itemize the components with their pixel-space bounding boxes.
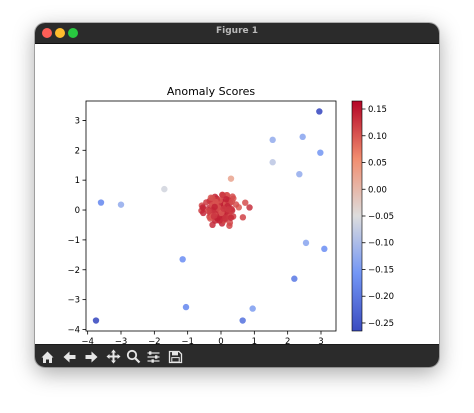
inlier-point bbox=[225, 206, 232, 213]
colorbar-tick-label: 0.05 bbox=[368, 159, 387, 169]
forward-button[interactable] bbox=[81, 347, 101, 366]
pan-button[interactable] bbox=[103, 347, 123, 366]
y-tick-label: −2 bbox=[67, 266, 80, 276]
back-arrow-icon bbox=[63, 351, 75, 362]
inlier-point bbox=[219, 191, 226, 199]
configure-subplots-icon bbox=[147, 350, 159, 363]
outlier-point bbox=[97, 199, 105, 206]
inlier-point bbox=[209, 194, 216, 202]
x-tick-label: −1 bbox=[181, 337, 194, 344]
inlier-point bbox=[209, 221, 216, 229]
scatter-chart: Anomaly Scores −4 −3 −2 −1 0 1 2 3 −4 −3 −2 −1 0 1 2 3… bbox=[67, 85, 394, 347]
chart-title: Anomaly Scores bbox=[167, 85, 256, 98]
inlier-point bbox=[211, 203, 218, 211]
outlier-point bbox=[316, 108, 323, 115]
inlier-point bbox=[228, 198, 236, 205]
save-icon bbox=[168, 350, 182, 363]
colorbar-tick-label: −0.05 bbox=[368, 212, 394, 222]
x-tick-label: −2 bbox=[148, 337, 161, 344]
minimize-window-button[interactable] bbox=[55, 28, 65, 38]
colorbar-tick-label: 0.15 bbox=[368, 105, 387, 115]
x-tick-label: 0 bbox=[218, 337, 223, 344]
y-tick-label: 2 bbox=[75, 146, 80, 156]
y-tick-label: −3 bbox=[67, 296, 80, 306]
inlier-point bbox=[227, 214, 235, 221]
y-tick-label: 3 bbox=[75, 116, 80, 126]
outlier-point bbox=[182, 303, 190, 311]
colorbar-tick-label: −0.25 bbox=[368, 319, 394, 329]
inlier-point bbox=[199, 204, 207, 211]
maximize-window-button[interactable] bbox=[68, 28, 78, 38]
y-tick-label: 1 bbox=[75, 176, 80, 186]
outlier-point bbox=[269, 159, 276, 166]
inlier-point bbox=[205, 207, 212, 215]
outlier-point bbox=[269, 136, 276, 144]
inlier-point bbox=[246, 204, 253, 211]
outlier-point bbox=[179, 256, 186, 263]
y-axis: −4 −3 −2 −1 0 1 2 3 bbox=[67, 116, 86, 336]
x-tick-label: −3 bbox=[115, 337, 128, 344]
outlier-point bbox=[321, 245, 328, 253]
home-button[interactable] bbox=[37, 347, 57, 366]
colorbar-tick-label: −0.10 bbox=[368, 239, 394, 249]
colorbar-axis: 0.15 0.10 0.05 0.00 −0.05 −0.10 −0.15 −0.20 −0.2… bbox=[362, 105, 394, 329]
x-tick-label: −4 bbox=[81, 337, 94, 344]
title-bar: Figure 1 bbox=[35, 23, 439, 44]
home-icon bbox=[41, 351, 53, 363]
x-tick-label: 1 bbox=[252, 337, 257, 344]
figure-window: Figure 1 Anomaly Scores −4 −3 −2 −1 0 1 2 3 −4−… bbox=[35, 23, 439, 367]
colorbar bbox=[351, 100, 363, 332]
inlier-point bbox=[242, 199, 249, 206]
x-tick-label: 2 bbox=[285, 337, 290, 344]
zoom-icon bbox=[126, 349, 140, 364]
zoom-button[interactable] bbox=[123, 347, 143, 366]
outlier-point bbox=[296, 170, 303, 178]
figure-canvas: Anomaly Scores −4 −3 −2 −1 0 1 2 3 −4 −3 −2 −1 0 1 2 3… bbox=[35, 44, 439, 347]
outlier-point bbox=[291, 275, 298, 282]
inlier-point bbox=[222, 214, 229, 221]
outlier-point bbox=[249, 305, 256, 312]
outlier-point bbox=[302, 239, 310, 247]
outlier-point bbox=[161, 185, 168, 193]
pan-icon bbox=[106, 349, 120, 364]
colorbar-tick-label: −0.15 bbox=[368, 265, 394, 275]
y-tick-label: 0 bbox=[75, 206, 80, 216]
navigation-toolbar bbox=[35, 344, 439, 367]
inlier-point bbox=[226, 222, 233, 229]
inlier-point bbox=[229, 193, 236, 200]
y-tick-label: −4 bbox=[67, 326, 80, 336]
colorbar-tick-label: −0.20 bbox=[368, 292, 394, 302]
inlier-point bbox=[239, 214, 247, 221]
inlier-point bbox=[203, 199, 210, 206]
outlier-point bbox=[117, 201, 125, 208]
x-axis: −4 −3 −2 −1 0 1 2 3 bbox=[81, 331, 324, 347]
save-button[interactable] bbox=[165, 347, 185, 366]
plot-frame bbox=[85, 100, 337, 332]
configure-subplots-button[interactable] bbox=[143, 347, 163, 366]
colorbar-tick-label: 0.10 bbox=[368, 132, 387, 142]
inlier-point bbox=[200, 209, 207, 217]
outlier-point bbox=[227, 175, 235, 182]
window-title: Figure 1 bbox=[215, 26, 259, 36]
data-points bbox=[92, 108, 328, 324]
outlier-point bbox=[317, 149, 324, 156]
close-window-button[interactable] bbox=[42, 28, 52, 38]
y-tick-label: −1 bbox=[67, 236, 80, 246]
colorbar-tick-label: 0.00 bbox=[368, 185, 387, 195]
forward-arrow-icon bbox=[85, 351, 97, 362]
outlier-point bbox=[92, 317, 100, 324]
outlier-point bbox=[239, 317, 246, 324]
inlier-point bbox=[220, 205, 227, 212]
x-tick-label: 3 bbox=[318, 337, 323, 344]
inlier-point bbox=[211, 212, 218, 219]
back-button[interactable] bbox=[59, 347, 79, 366]
inlier-point bbox=[223, 196, 230, 203]
outlier-point bbox=[299, 133, 306, 141]
